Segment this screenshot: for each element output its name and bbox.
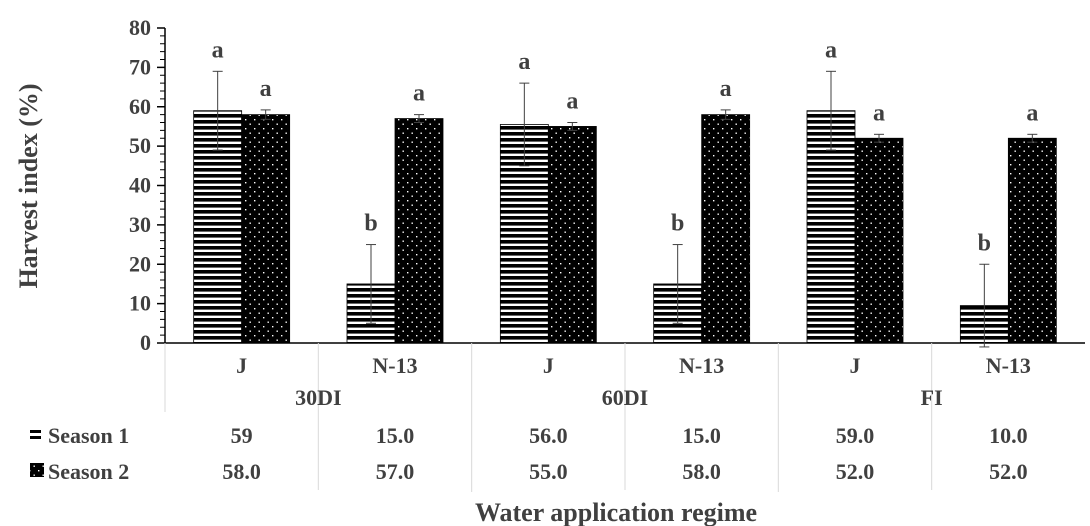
bar-season-2 [1007, 137, 1057, 344]
y-tick-label: 0 [140, 330, 151, 355]
legend-key-season-2 [30, 463, 44, 477]
table-cell: 56.0 [529, 423, 568, 448]
y-axis: 0 10 20 30 40 50 60 70 80 [129, 15, 166, 355]
significance-letter: a [212, 37, 224, 63]
bar-season-2 [241, 114, 291, 344]
significance-letter: b [364, 211, 377, 237]
y-tick-label: 20 [129, 251, 151, 276]
data-table: Season 1 59 15.0 56.0 15.0 59.0 10.0 Season 2 58… [30, 423, 1028, 484]
significance-letter: a [1026, 100, 1038, 126]
bar-season-2 [854, 137, 904, 344]
group-label: FI [921, 385, 943, 410]
bar-season-2 [701, 114, 751, 344]
x-tick-label: J [543, 353, 554, 378]
group-label: 30DI [295, 385, 341, 410]
x-tick-label: J [850, 353, 861, 378]
significance-letter: a [260, 76, 272, 102]
y-tick-label: 80 [129, 15, 151, 40]
y-tick-label: 30 [129, 212, 151, 237]
significance-letter: b [671, 211, 684, 237]
y-tick-label: 40 [129, 173, 151, 198]
y-tick-label: 50 [129, 133, 151, 158]
y-tick-label: 60 [129, 94, 151, 119]
table-cell: 58.0 [682, 459, 721, 484]
significance-letters-layer: a b a b a b a a a a a a [212, 37, 1039, 256]
significance-letter: a [518, 49, 530, 75]
group-label: 60DI [602, 385, 648, 410]
table-cell: 10.0 [989, 423, 1028, 448]
legend-label: Season 2 [48, 459, 129, 484]
table-cell: 52.0 [989, 459, 1028, 484]
legend-key-season-1 [30, 436, 41, 439]
y-tick-label: 70 [129, 54, 151, 79]
y-tick-label: 10 [129, 291, 151, 316]
x-tick-label: N-13 [372, 353, 417, 378]
table-cell: 55.0 [529, 459, 568, 484]
legend-key-season-1 [30, 430, 41, 433]
table-cell: 59 [231, 423, 253, 448]
bar-season-2 [547, 126, 597, 344]
significance-letter: a [825, 37, 837, 63]
table-cell: 52.0 [836, 459, 875, 484]
bar-season-2 [394, 118, 444, 344]
significance-letter: a [413, 81, 425, 107]
significance-letter: a [873, 100, 885, 126]
x-axis: J N-13 J N-13 J N-13 30DI 60DI FI [164, 342, 1085, 492]
significance-letter: a [720, 76, 732, 102]
error-bars-layer [212, 70, 1038, 348]
table-cell: 58.0 [222, 459, 261, 484]
significance-letter: b [978, 230, 991, 256]
x-tick-label: N-13 [679, 353, 724, 378]
x-tick-label: N-13 [986, 353, 1031, 378]
table-cell: 15.0 [376, 423, 415, 448]
significance-letter: a [566, 89, 578, 115]
table-cell: 15.0 [682, 423, 721, 448]
y-axis-label: Harvest index (%) [14, 83, 43, 288]
x-tick-label: J [236, 353, 247, 378]
table-cell: 59.0 [836, 423, 875, 448]
table-cell: 57.0 [376, 459, 415, 484]
legend-label: Season 1 [48, 423, 129, 448]
bars-layer [193, 110, 1057, 344]
x-axis-label: Water application regime [475, 498, 757, 526]
